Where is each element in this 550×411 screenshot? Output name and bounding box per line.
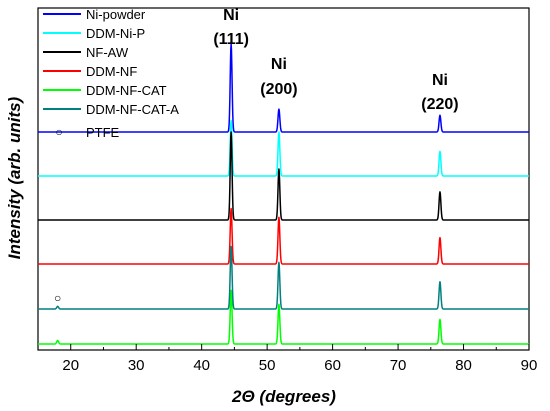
y-axis-label: Intensity (arb. units) bbox=[5, 96, 24, 259]
legend-label: DDM-Ni-P bbox=[86, 26, 145, 41]
legend-label: DDM-NF-CAT bbox=[86, 83, 167, 98]
peak-annotation-line1: Ni bbox=[223, 7, 239, 24]
x-tick-label: 90 bbox=[521, 357, 538, 374]
ptfe-marker: ○ bbox=[54, 291, 61, 305]
x-tick-label: 40 bbox=[193, 357, 210, 374]
series-ddm-nf-cat bbox=[37, 289, 530, 345]
legend: Ni-powder DDM-Ni-P NF-AW DDM-NF DDM-NF-CAT DD… bbox=[43, 7, 179, 140]
series-layer: ○ bbox=[37, 43, 530, 345]
x-tick-label: 60 bbox=[324, 357, 341, 374]
x-tick-label: 20 bbox=[62, 357, 79, 374]
peak-annotation-line2: (200) bbox=[260, 81, 297, 98]
series-nf-aw bbox=[37, 131, 530, 221]
peak-annotation-line2: (220) bbox=[421, 96, 458, 113]
legend-label: NF-AW bbox=[86, 45, 129, 60]
series-ddm-nf-cat-a bbox=[37, 245, 530, 310]
series-ddm-nf bbox=[37, 207, 530, 265]
plot-area-frame bbox=[37, 7, 530, 351]
legend-ptfe-symbol: ○ bbox=[55, 125, 62, 139]
annotation-layer: Ni (111) Ni (200) Ni (220) bbox=[213, 7, 458, 113]
x-tick-label: 50 bbox=[259, 357, 276, 374]
x-axis-label: 2Θ (degrees) bbox=[231, 387, 336, 406]
legend-label: DDM-NF bbox=[86, 64, 137, 79]
x-tick-label: 80 bbox=[455, 357, 472, 374]
peak-annotation-line2: (111) bbox=[213, 31, 249, 48]
legend-label: Ni-powder bbox=[86, 7, 146, 22]
series-ni-powder bbox=[37, 43, 530, 133]
x-tick-layer: 20 30 40 50 60 70 80 90 bbox=[62, 344, 537, 374]
series-ddm-ni-p bbox=[37, 119, 530, 177]
peak-annotation-line1: Ni bbox=[271, 56, 287, 73]
peak-annotation-line1: Ni bbox=[432, 72, 448, 89]
legend-label: DDM-NF-CAT-A bbox=[86, 102, 179, 117]
x-tick-label: 30 bbox=[128, 357, 145, 374]
legend-ptfe-label: PTFE bbox=[86, 125, 120, 140]
x-tick-label: 70 bbox=[390, 357, 407, 374]
